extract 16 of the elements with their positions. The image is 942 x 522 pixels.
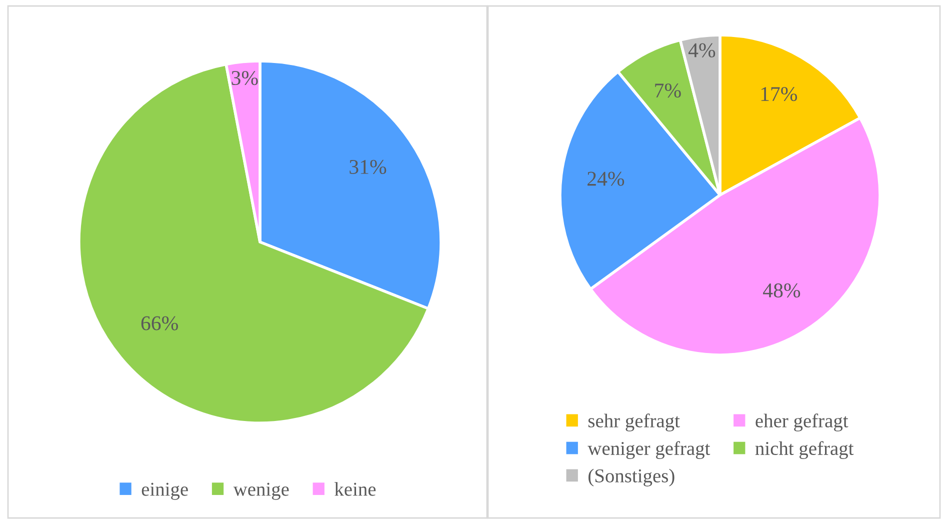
data-label: 48% bbox=[763, 283, 800, 298]
legend-label: nicht gefragt bbox=[755, 441, 854, 460]
data-label: 66% bbox=[141, 316, 178, 330]
data-label: 3% bbox=[232, 70, 258, 86]
legend-label: eher gefragt bbox=[756, 414, 848, 432]
data-label: 17% bbox=[761, 87, 798, 102]
data-label: 7% bbox=[655, 84, 681, 98]
data-label: 24% bbox=[588, 172, 624, 186]
legend-label: (Sonstiges) bbox=[588, 468, 674, 486]
legend-label: sehr gefragt bbox=[588, 414, 680, 432]
legend-label: wenige bbox=[233, 482, 289, 500]
data-label: 4% bbox=[688, 43, 716, 58]
legend-label: keine bbox=[334, 482, 376, 496]
data-label: 31% bbox=[350, 160, 386, 174]
legend-label: einige bbox=[142, 482, 188, 500]
legend-label: weniger gefragt bbox=[588, 441, 710, 460]
